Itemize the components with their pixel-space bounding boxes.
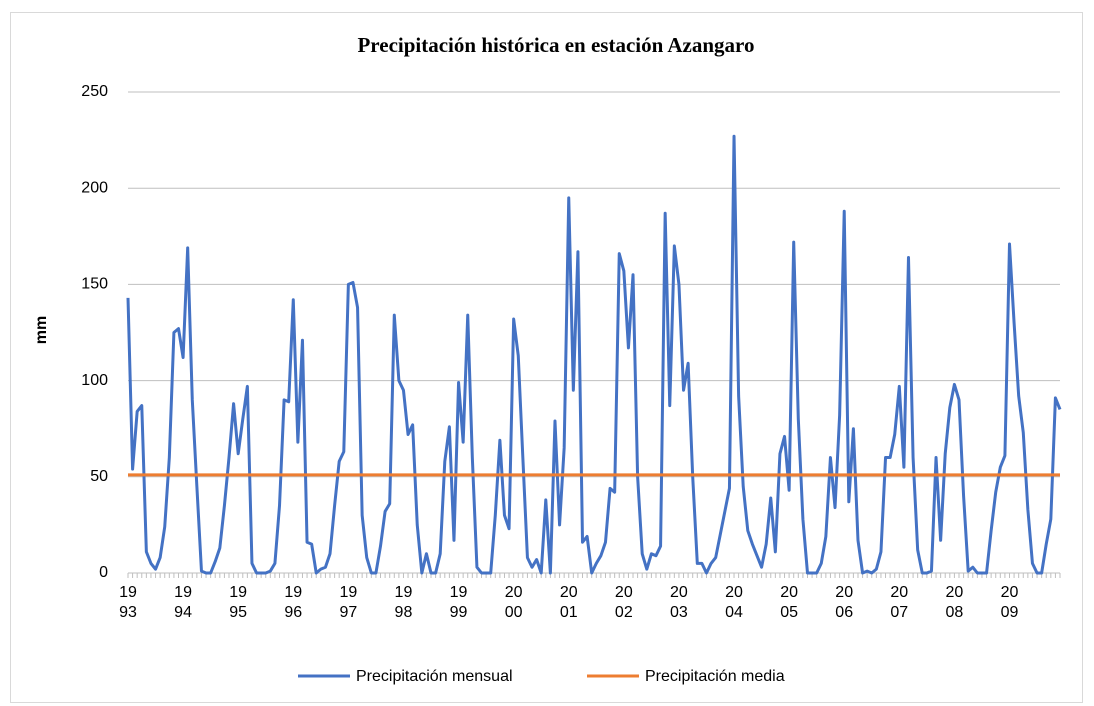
x-tick-label: 1999 xyxy=(449,584,468,621)
chart-frame xyxy=(10,12,1083,703)
x-tick-label: 2009 xyxy=(1000,584,1019,621)
x-tick-label: 1993 xyxy=(119,584,137,621)
x-tick-label: 2006 xyxy=(835,584,854,621)
y-tick-label: 200 xyxy=(81,179,108,196)
x-tick-label: 2001 xyxy=(559,584,578,621)
x-tick-label: 2005 xyxy=(780,584,798,621)
y-axis-label: mm xyxy=(33,316,50,344)
x-tick-label: 1995 xyxy=(229,584,248,621)
x-tick-label: 2008 xyxy=(945,584,964,621)
y-tick-label: 50 xyxy=(90,468,108,485)
legend-label: Precipitación media xyxy=(645,668,785,685)
y-tick-label: 100 xyxy=(81,372,108,389)
x-tick-label: 1998 xyxy=(394,584,413,621)
chart-title: Precipitación histórica en estación Azan… xyxy=(357,33,754,57)
y-tick-label: 250 xyxy=(81,83,108,100)
x-tick-label: 2002 xyxy=(614,584,633,621)
x-tick-label: 2007 xyxy=(890,584,909,621)
x-tick-label: 2004 xyxy=(725,584,743,621)
y-tick-label: 0 xyxy=(99,564,108,581)
legend-label: Precipitación mensual xyxy=(356,668,513,685)
y-tick-label: 150 xyxy=(81,276,108,293)
x-tick-label: 2000 xyxy=(504,584,523,621)
line-series xyxy=(126,134,1062,575)
x-tick-label: 1997 xyxy=(339,584,358,621)
x-tick-label: 2003 xyxy=(670,584,688,621)
x-tick-label: 1996 xyxy=(284,584,303,621)
x-tick-label: 1994 xyxy=(174,584,192,621)
